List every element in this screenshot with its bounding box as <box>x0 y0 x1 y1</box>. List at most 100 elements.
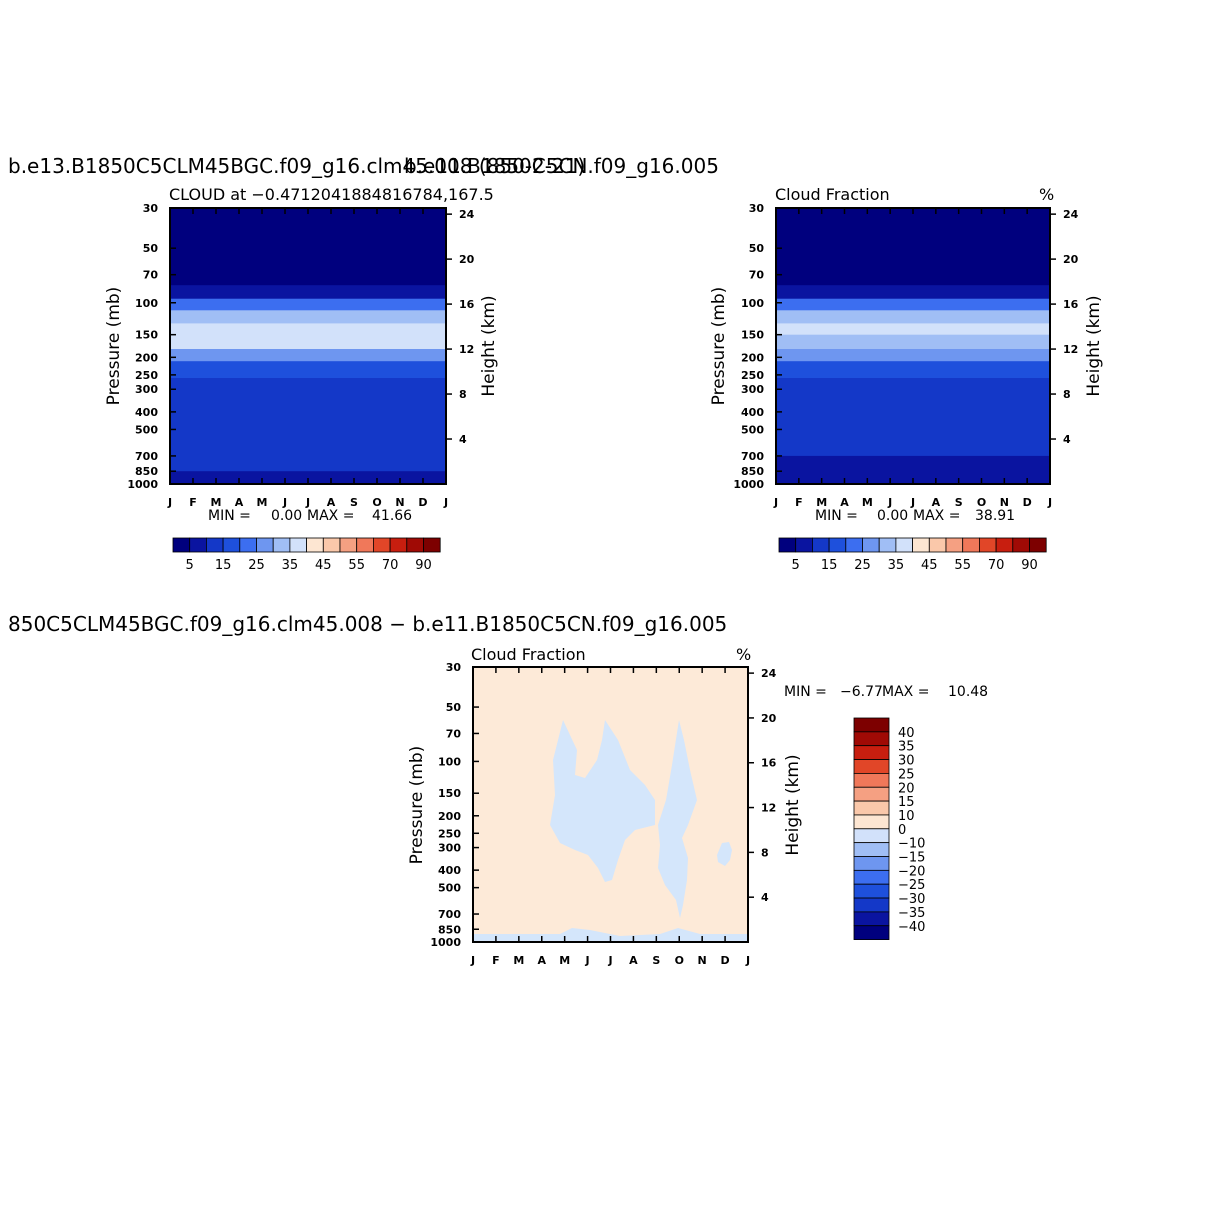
colorbar-swatch <box>828 537 847 553</box>
y-tick-label: 250 <box>438 827 461 840</box>
y2-tick-label: 20 <box>761 712 777 725</box>
x-tick-label: F <box>492 954 500 967</box>
panel-model-a: b.e13.B1850C5CLM45BGC.f09_g16.clm45.008 … <box>8 154 585 573</box>
colorbar-swatch <box>306 537 324 553</box>
panel-2-max-label: MAX = <box>913 508 960 524</box>
negative-region-north <box>550 720 655 882</box>
panel-2-min-value: 0.00 <box>877 508 908 524</box>
y2-tick-label: 8 <box>761 846 769 859</box>
panel-3-min-value: −6.77 <box>840 684 883 700</box>
colorbar-swatch <box>853 786 890 802</box>
colorbar-swatch <box>853 925 890 941</box>
y-tick-label: 200 <box>741 351 764 364</box>
panel-1-colorbar: 5 15 25 35 45 55 70 90 <box>172 537 441 573</box>
colorbar-swatch <box>356 537 374 553</box>
colorbar-swatch <box>853 828 890 844</box>
x-tick-label: A <box>932 496 941 509</box>
colorbar-label: 55 <box>348 558 365 573</box>
y2-tick-label: 4 <box>1063 433 1071 446</box>
y-tick-label: 700 <box>135 450 158 463</box>
colorbar-swatch <box>289 537 307 553</box>
panel-2-right-title: % <box>1039 185 1054 204</box>
colorbar-label: −35 <box>898 906 925 921</box>
colorbar-swatch <box>853 773 890 788</box>
y-tick-label: 1000 <box>430 936 461 949</box>
colorbar-label: 10 <box>898 809 915 824</box>
colorbar-swatch <box>406 537 424 553</box>
colorbar-label: 90 <box>415 558 432 573</box>
colorbar-swatch <box>853 897 890 913</box>
colorbar-swatch <box>853 814 890 830</box>
x-tick-label: J <box>887 496 892 509</box>
colorbar-swatch <box>912 537 930 553</box>
panel-2-y2label: Height (km) <box>1084 295 1104 396</box>
y2-tick-label: 8 <box>1063 388 1071 401</box>
x-tick-label: A <box>327 496 336 509</box>
panel-2-y2-ticks: 24 20 16 12 8 4 <box>1050 208 1079 446</box>
colorbar-label: 35 <box>282 558 299 573</box>
contour-band <box>170 455 446 472</box>
colorbar-swatch <box>878 537 897 553</box>
x-tick-label: J <box>910 496 915 509</box>
panel-2-colorbar: 5 15 25 35 45 55 70 90 <box>778 537 1047 573</box>
colorbar-swatch <box>256 537 274 553</box>
y2-tick-label: 4 <box>459 433 467 446</box>
colorbar-swatch <box>853 856 890 871</box>
y2-tick-label: 20 <box>459 253 475 266</box>
panel-1-y2label: Height (km) <box>479 295 499 396</box>
x-tick-label: J <box>470 954 475 967</box>
x-tick-label: D <box>1023 496 1032 509</box>
contour-band <box>776 401 1050 431</box>
y2-tick-label: 4 <box>761 891 769 904</box>
colorbar-label: 45 <box>315 558 332 573</box>
y-tick-label: 500 <box>135 423 158 436</box>
contour-band <box>776 310 1050 324</box>
y-tick-label: 700 <box>438 908 461 921</box>
x-tick-label: N <box>698 954 707 967</box>
y-tick-label: 1000 <box>127 478 158 491</box>
y2-tick-label: 16 <box>459 298 475 311</box>
y-tick-label: 200 <box>135 351 158 364</box>
colorbar-swatch <box>853 883 890 899</box>
x-tick-label: M <box>862 496 873 509</box>
y2-tick-label: 20 <box>1063 253 1079 266</box>
colorbar-swatch <box>339 537 358 553</box>
contour-band <box>776 429 1050 457</box>
panel-1-max-label: MAX = <box>307 508 354 524</box>
panel-3-contour-field <box>473 667 748 942</box>
x-tick-label: F <box>189 496 197 509</box>
colorbar-swatch <box>322 537 341 553</box>
colorbar-label: 5 <box>186 558 194 573</box>
colorbar-label: −20 <box>898 864 925 879</box>
colorbar-swatch <box>853 745 890 760</box>
panel-3-right-title: % <box>736 645 751 664</box>
colorbar-swatch <box>979 537 997 553</box>
colorbar-swatch <box>1029 537 1047 553</box>
x-tick-label: S <box>955 496 963 509</box>
contour-band <box>170 378 446 402</box>
y-tick-label: 300 <box>135 383 158 396</box>
y-tick-label: 150 <box>135 329 158 342</box>
contour-band <box>170 285 446 300</box>
contour-band <box>776 285 1050 300</box>
colorbar-label: 0 <box>898 823 906 838</box>
contour-band <box>170 429 446 457</box>
panel-1-ylabel: Pressure (mb) <box>104 287 124 406</box>
colorbar-swatch <box>962 537 980 553</box>
x-tick-label: D <box>721 954 730 967</box>
contour-band <box>170 208 446 286</box>
y-tick-label: 30 <box>143 202 159 215</box>
contour-band <box>776 323 1050 336</box>
colorbar-swatch <box>853 731 890 747</box>
panel-1-left-title: CLOUD at −0.4712041884816784,167.5 <box>169 185 494 204</box>
y-tick-label: 250 <box>135 369 158 382</box>
x-tick-label: M <box>257 496 268 509</box>
colorbar-label: 25 <box>898 767 915 782</box>
contour-band <box>776 361 1050 379</box>
